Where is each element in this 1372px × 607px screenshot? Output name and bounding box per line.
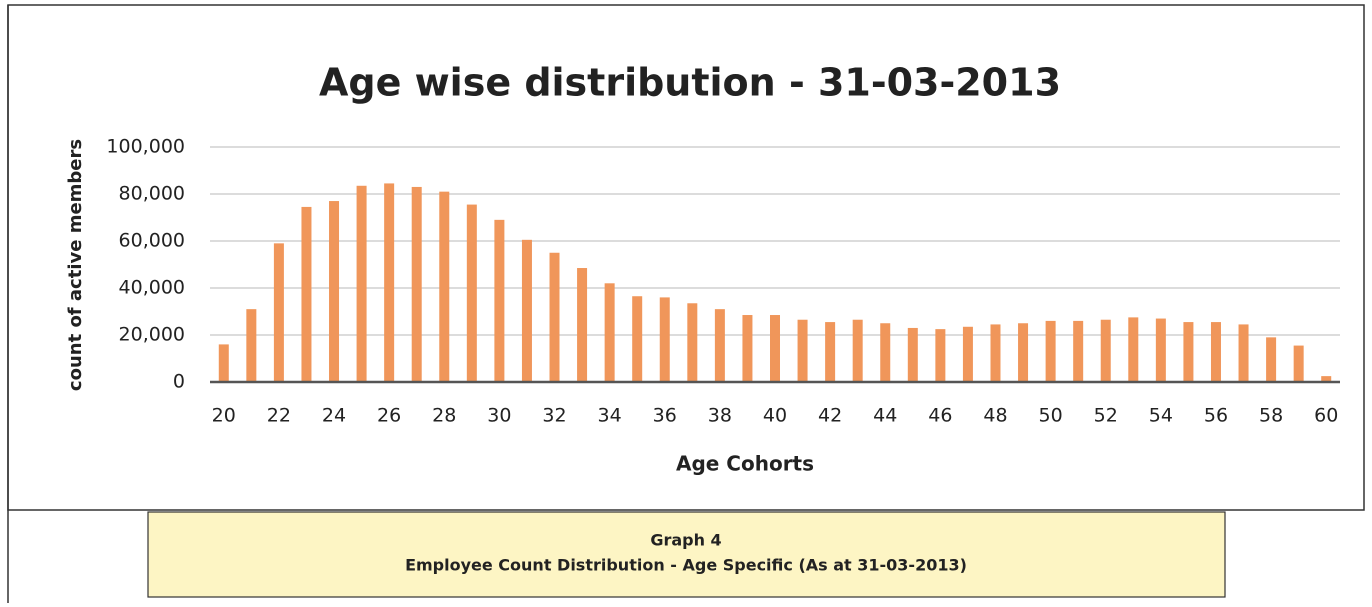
bar	[356, 185, 367, 382]
bar	[1183, 322, 1194, 382]
x-tick-label: 38	[708, 405, 732, 427]
bar	[935, 329, 946, 382]
y-tick-label: 60,000	[119, 230, 185, 252]
y-tick-label: 20,000	[119, 324, 185, 346]
y-tick-label: 40,000	[119, 277, 185, 299]
chart-title: Age wise distribution - 31-03-2013	[319, 61, 1061, 105]
x-axis-label: Age Cohorts	[676, 452, 814, 476]
x-tick-label: 44	[873, 405, 897, 427]
caption-label: Graph 4	[650, 531, 721, 550]
x-tick-label: 20	[212, 405, 236, 427]
bar	[880, 323, 891, 382]
bar	[1266, 337, 1277, 382]
bar	[659, 297, 670, 382]
bar	[411, 186, 422, 382]
bar	[825, 322, 836, 382]
bar	[852, 319, 863, 382]
x-tick-label: 54	[1149, 405, 1173, 427]
bar	[770, 315, 780, 382]
x-tick-label: 24	[322, 405, 346, 427]
bar	[1018, 323, 1029, 382]
caption-box	[147, 511, 1226, 598]
bar	[742, 315, 753, 382]
bar	[384, 183, 395, 382]
bar	[577, 268, 588, 382]
bar	[466, 204, 477, 382]
chart-frame	[7, 4, 1365, 511]
bar	[1321, 376, 1332, 382]
x-tick-label: 56	[1204, 405, 1228, 427]
x-tick-label: 22	[267, 405, 291, 427]
x-tick-label: 50	[1039, 405, 1063, 427]
x-tick-label: 32	[542, 405, 566, 427]
bar	[273, 243, 284, 382]
bar	[604, 283, 615, 382]
bar	[797, 319, 808, 382]
x-tick-label: 60	[1314, 405, 1338, 427]
bar	[962, 326, 973, 382]
bar	[549, 252, 560, 382]
bar	[1293, 345, 1304, 382]
bar	[439, 191, 450, 382]
bar	[218, 344, 229, 382]
bar	[1155, 318, 1166, 382]
x-tick-label: 30	[487, 405, 511, 427]
bar	[990, 324, 1001, 382]
x-tick-label: 40	[763, 405, 787, 427]
x-tick-label: 52	[1094, 405, 1118, 427]
y-tick-label: 0	[173, 371, 185, 393]
bar	[1128, 317, 1139, 382]
x-tick-label: 34	[598, 405, 622, 427]
bar	[1045, 320, 1056, 382]
caption-text: Employee Count Distribution - Age Specif…	[405, 556, 967, 575]
bar	[521, 239, 532, 382]
x-tick-label: 36	[653, 405, 677, 427]
bar	[301, 206, 312, 382]
x-tick-label: 26	[377, 405, 401, 427]
bar	[632, 296, 643, 382]
bar	[714, 309, 725, 382]
bar	[329, 201, 340, 382]
x-tick-label: 42	[818, 405, 842, 427]
x-tick-label: 46	[928, 405, 952, 427]
y-axis-label: count of active members	[65, 139, 86, 391]
bar	[1238, 324, 1249, 382]
bar	[1100, 319, 1111, 382]
x-tick-label: 28	[432, 405, 456, 427]
bar	[687, 303, 698, 382]
bar	[494, 219, 505, 382]
bar	[1210, 322, 1221, 382]
y-tick-label: 80,000	[119, 183, 185, 205]
bar	[246, 309, 257, 382]
bar	[1073, 320, 1084, 382]
x-tick-label: 58	[1259, 405, 1283, 427]
y-tick-label: 100,000	[106, 136, 185, 158]
x-tick-label: 48	[983, 405, 1007, 427]
bar	[907, 327, 918, 382]
